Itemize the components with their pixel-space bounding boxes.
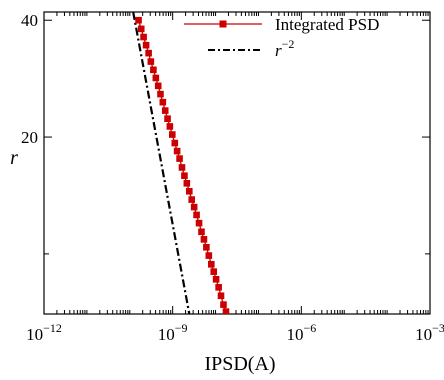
data-point-integrated-psd <box>173 147 181 155</box>
series-line-integrated-psd <box>137 20 228 314</box>
data-point-integrated-psd <box>142 41 150 49</box>
data-point-integrated-psd <box>176 155 183 162</box>
y-tick-label: 20 <box>21 128 38 147</box>
y-axis-label: r <box>10 147 18 169</box>
data-point-integrated-psd <box>150 66 157 74</box>
data-point-integrated-psd <box>217 292 225 300</box>
data-point-integrated-psd <box>222 308 230 314</box>
data-point-integrated-psd <box>205 252 213 259</box>
data-point-integrated-psd <box>228 323 235 330</box>
axis-ticks <box>43 12 431 314</box>
data-point-integrated-psd <box>185 187 193 195</box>
data-point-integrated-psd <box>230 331 237 338</box>
legend-label-integrated-psd: Integrated PSD <box>275 15 379 34</box>
data-point-integrated-psd <box>215 284 222 291</box>
y-tick-label: 40 <box>21 11 38 30</box>
data-point-integrated-psd <box>135 16 142 24</box>
data-point-integrated-psd <box>159 98 167 106</box>
data-point-integrated-psd <box>212 276 220 283</box>
data-point-integrated-psd <box>161 107 169 114</box>
x-tick-label: 10−9 <box>158 321 188 344</box>
data-point-integrated-psd <box>220 301 227 308</box>
data-point-integrated-psd <box>195 219 203 227</box>
data-point-integrated-psd <box>154 82 162 90</box>
plot-frame <box>43 11 431 315</box>
data-point-integrated-psd <box>210 268 218 275</box>
x-axis-label: IPSD(A) <box>204 353 275 375</box>
legend-label-r-power: r−2 <box>275 37 294 60</box>
data-point-integrated-psd <box>200 236 208 243</box>
x-tick-label: 10−6 <box>286 321 316 344</box>
data-point-integrated-psd <box>137 25 145 33</box>
legend-marker-integrated-psd <box>219 20 227 28</box>
x-tick-label: 10−3 <box>415 321 444 344</box>
data-point-integrated-psd <box>152 74 160 82</box>
data-point-integrated-psd <box>225 316 232 323</box>
legend: Integrated PSD r−2 <box>184 15 379 60</box>
data-point-integrated-psd <box>193 211 200 219</box>
data-point-integrated-psd <box>190 203 198 211</box>
x-tick-label: 10−12 <box>26 321 62 344</box>
data-point-integrated-psd <box>164 115 171 123</box>
data-point-integrated-psd <box>140 33 147 41</box>
series-line-r-power <box>132 12 191 314</box>
data-point-integrated-psd <box>181 172 188 180</box>
data-point-integrated-psd <box>207 261 215 268</box>
x-tick-labels: 10−12 10−9 10−6 10−3 <box>26 321 444 344</box>
data-point-integrated-psd <box>203 243 210 251</box>
data-point-integrated-psd <box>178 164 186 171</box>
data-point-integrated-psd <box>147 58 155 65</box>
data-point-integrated-psd <box>183 180 191 187</box>
data-point-integrated-psd <box>188 196 196 203</box>
data-point-integrated-psd <box>145 49 152 57</box>
data-point-integrated-psd <box>157 90 164 98</box>
data-point-integrated-psd <box>166 123 174 130</box>
data-point-integrated-psd <box>198 228 205 236</box>
data-point-integrated-psd <box>171 139 179 147</box>
data-point-integrated-psd <box>168 131 176 138</box>
data-series <box>132 12 237 338</box>
